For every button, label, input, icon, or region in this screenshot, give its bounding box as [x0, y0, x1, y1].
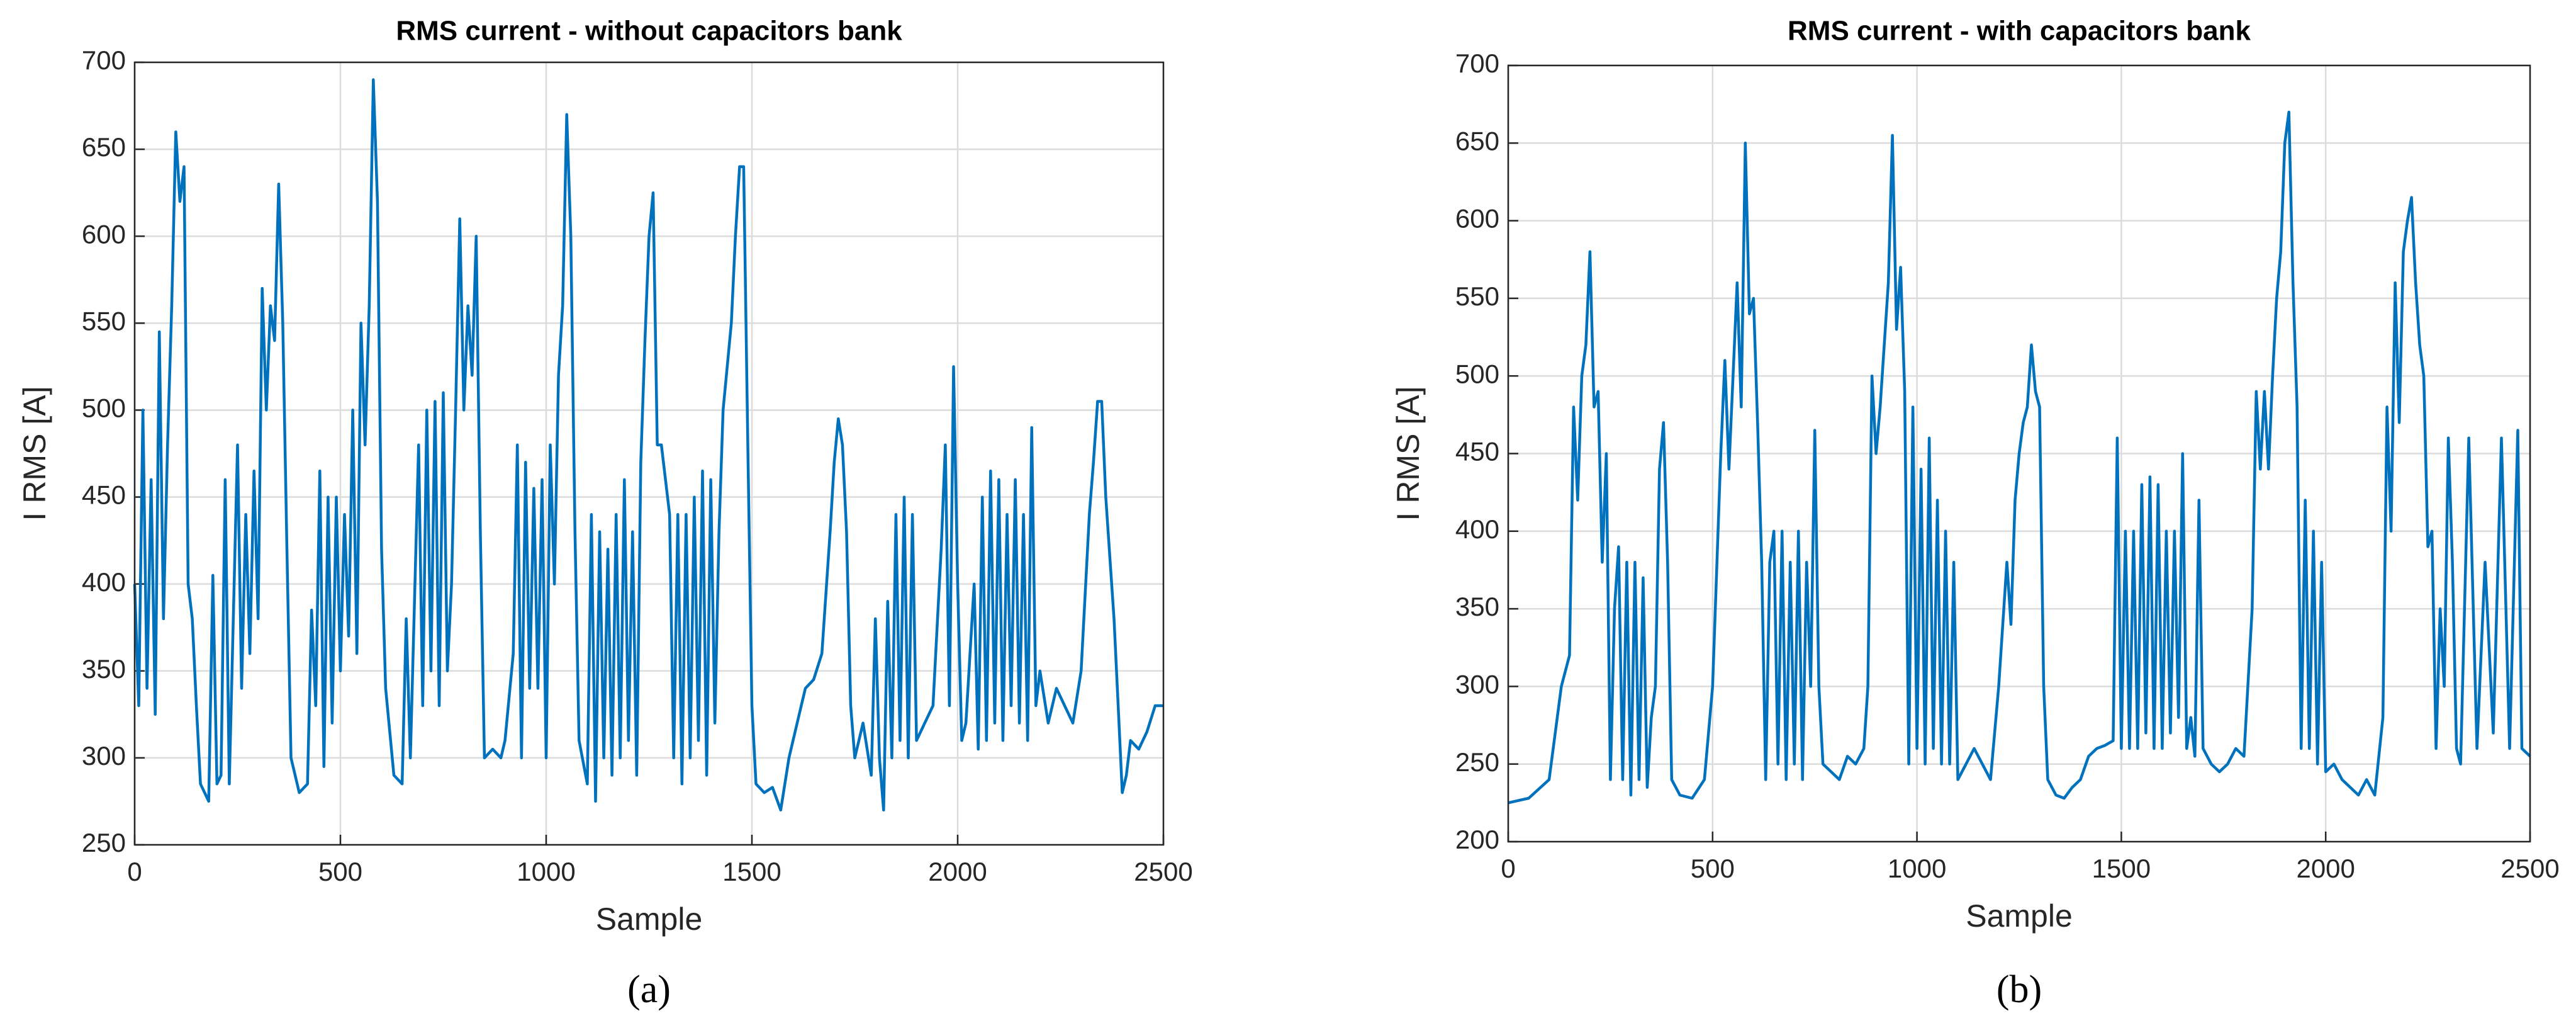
y-tick-label: 500 [82, 393, 126, 423]
x-tick-label: 2000 [928, 857, 987, 886]
y-tick-label: 550 [82, 306, 126, 336]
panel-caption: (b) [1996, 968, 2042, 1011]
axes-frame [133, 61, 1165, 846]
y-tick-label: 650 [82, 132, 126, 162]
y-tick-label: 200 [1455, 825, 1499, 854]
chart-panel: 200 250 300 350 400 450 500 550 600 650 700 0 500 100… [1391, 16, 2560, 1012]
x-tick-label: 2500 [2500, 854, 2559, 883]
x-tick-label: 0 [1501, 854, 1515, 883]
axes-frame [1507, 64, 2531, 843]
y-tick-label: 650 [1455, 126, 1499, 155]
y-tick-label: 700 [82, 45, 126, 75]
y-tick-label: 300 [1455, 669, 1499, 699]
y-tick-label: 400 [1455, 514, 1499, 544]
y-tick-label: 350 [1455, 592, 1499, 621]
y-tick-label: 300 [82, 741, 126, 771]
y-tick-label: 450 [82, 480, 126, 510]
y-tick-label: 600 [82, 219, 126, 249]
y-tick-label: 500 [1455, 359, 1499, 388]
y-axis-label: I RMS [A] [1391, 387, 1426, 521]
y-axis-label: I RMS [A] [17, 387, 52, 521]
x-tick-label: 1500 [722, 857, 781, 886]
chart-title: RMS current - with capacitors bank [1788, 16, 2251, 47]
y-tick-label: 450 [1455, 437, 1499, 466]
y-tick-label: 700 [1455, 48, 1499, 78]
x-tick-label: 2500 [1134, 857, 1192, 886]
x-axis-label: Sample [1966, 898, 2073, 934]
x-tick-label: 500 [318, 857, 362, 886]
y-tick-label: 600 [1455, 204, 1499, 234]
x-tick-label: 500 [1691, 854, 1735, 883]
panel-caption: (a) [627, 968, 671, 1011]
chart-panel: 250 300 350 400 450 500 550 600 650 700 0 500 1000 15… [17, 16, 1193, 1012]
plot-area [135, 62, 1163, 845]
data-line [133, 78, 1163, 812]
y-tick-label: 550 [1455, 281, 1499, 311]
x-tick-label: 2000 [2296, 854, 2355, 883]
x-tick-label: 0 [127, 857, 142, 886]
data-line [1508, 110, 2531, 805]
y-tick-label: 400 [82, 567, 126, 597]
y-tick-label: 250 [1455, 747, 1499, 777]
y-tick-label: 250 [82, 828, 126, 857]
y-tick-label: 350 [82, 654, 126, 684]
x-tick-label: 1000 [1888, 854, 1946, 883]
x-tick-label: 1000 [517, 857, 575, 886]
x-axis-label: Sample [596, 901, 703, 937]
chart-title: RMS current - without capacitors bank [396, 16, 902, 47]
x-tick-label: 1500 [2092, 854, 2151, 883]
